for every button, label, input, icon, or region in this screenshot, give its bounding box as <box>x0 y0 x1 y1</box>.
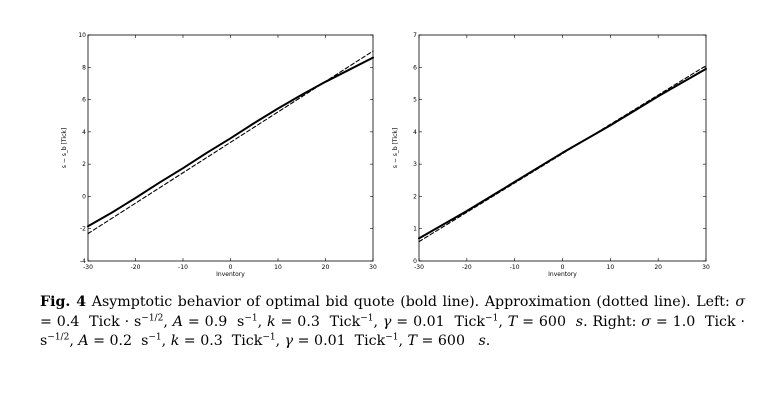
x-tick-label: 30 <box>369 264 377 271</box>
x-tick-label: 30 <box>702 264 710 271</box>
y-tick-label: -2 <box>80 226 86 233</box>
y-tick-label: 0 <box>413 258 417 265</box>
y-tick-label: 6 <box>413 64 417 71</box>
x-tick-label: 0 <box>229 264 233 271</box>
right-chart-panel: -30 -20 -10 0 10 20 30 0 1 2 3 4 5 6 7 Inventory s − s_b… <box>392 32 710 278</box>
y-tick-label: 2 <box>82 161 86 168</box>
y-tick-label: 4 <box>413 129 417 136</box>
approximation-line <box>418 65 707 243</box>
x-tick-label: 10 <box>607 264 615 271</box>
y-tick-label: 7 <box>413 32 417 39</box>
y-tick-label: 2 <box>413 193 417 200</box>
x-tick-label: 0 <box>561 264 565 271</box>
y-tick-label: 6 <box>82 97 86 104</box>
x-tick-label: -20 <box>131 264 141 271</box>
y-tick-label: 3 <box>413 161 417 168</box>
x-axis-label: Inventory <box>548 271 577 278</box>
x-tick-label: 20 <box>322 264 330 271</box>
y-tick-label: 4 <box>82 129 86 136</box>
figure-caption: Fig. 4 Asymptotic behavior of optimal bi… <box>40 294 745 349</box>
y-tick-label: 5 <box>413 97 417 104</box>
figure-label: Fig. 4 <box>40 294 87 310</box>
x-tick-label: -20 <box>462 264 472 271</box>
y-tick-label: 0 <box>82 193 86 200</box>
y-axis-label: s − s_b [Tick] <box>61 128 68 168</box>
x-tick-label: -30 <box>83 264 93 271</box>
y-axis-label: s − s_b [Tick] <box>392 128 399 168</box>
x-tick-label: 10 <box>274 264 282 271</box>
y-tick-label: 1 <box>413 226 417 233</box>
x-tick-label: -10 <box>510 264 520 271</box>
y-tick-label: -4 <box>80 258 86 265</box>
x-tick-label: -30 <box>414 264 424 271</box>
plot-frame <box>418 34 707 262</box>
y-tick-label: 10 <box>78 32 86 39</box>
optimal-bid-line <box>418 67 707 240</box>
approximation-line <box>87 50 374 235</box>
x-tick-label: -10 <box>178 264 188 271</box>
y-tick-label: 8 <box>82 64 86 71</box>
plot-frame <box>87 34 374 262</box>
x-axis-label: Inventory <box>216 271 245 278</box>
x-tick-label: 20 <box>654 264 662 271</box>
